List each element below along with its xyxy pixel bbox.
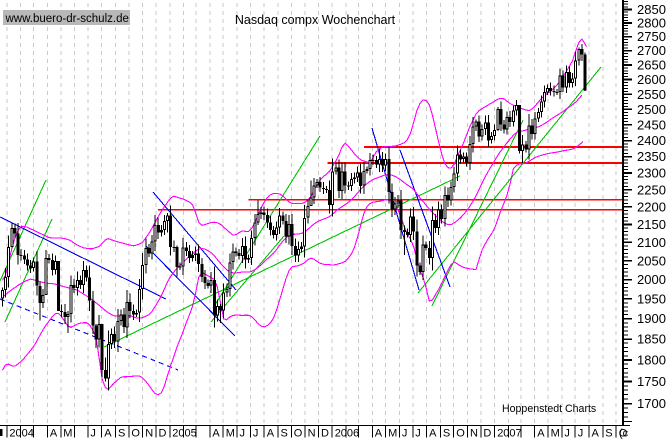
svg-text:2700: 2700 (637, 43, 666, 58)
svg-text:J: J (578, 428, 584, 440)
svg-text:D: D (321, 428, 329, 440)
svg-text:A: A (537, 428, 545, 440)
svg-text:Hoppenstedt Charts: Hoppenstedt Charts (502, 403, 596, 415)
svg-text:J: J (253, 428, 259, 440)
svg-text:N: N (308, 428, 316, 440)
svg-text:A: A (375, 428, 383, 440)
svg-text:J: J (564, 428, 570, 440)
svg-text:2850: 2850 (637, 2, 666, 17)
svg-text:1750: 1750 (637, 374, 666, 389)
svg-text:2450: 2450 (637, 117, 666, 132)
svg-text:2004: 2004 (9, 428, 33, 440)
svg-text:J: J (402, 428, 408, 440)
svg-text:1900: 1900 (637, 311, 666, 326)
svg-text:S: S (605, 428, 612, 440)
svg-text:2300: 2300 (637, 166, 666, 181)
svg-text:2200: 2200 (637, 199, 666, 214)
svg-text:2006: 2006 (335, 428, 359, 440)
svg-text:2500: 2500 (637, 102, 666, 117)
svg-text:2050: 2050 (637, 253, 666, 268)
svg-text:1950: 1950 (637, 291, 666, 306)
svg-text:www.buero-dr-schulz.de: www.buero-dr-schulz.de (5, 13, 129, 25)
svg-text:2350: 2350 (637, 149, 666, 164)
svg-text:1850: 1850 (637, 332, 666, 347)
svg-text:J: J (90, 428, 96, 440)
svg-text:O: O (131, 428, 140, 440)
svg-text:2750: 2750 (637, 29, 666, 44)
svg-text:2005: 2005 (172, 428, 196, 440)
svg-text:J: J (240, 428, 246, 440)
svg-text:O: O (619, 428, 628, 440)
svg-text:M: M (388, 428, 397, 440)
svg-text:A: A (212, 428, 220, 440)
svg-text:M: M (551, 428, 560, 440)
svg-text:2550: 2550 (637, 87, 666, 102)
svg-text:S: S (118, 428, 125, 440)
svg-text:2000: 2000 (637, 272, 666, 287)
svg-text:2400: 2400 (637, 133, 666, 148)
svg-text:2600: 2600 (637, 72, 666, 87)
svg-text:1800: 1800 (637, 353, 666, 368)
svg-text:J: J (415, 428, 421, 440)
svg-text:2250: 2250 (637, 182, 666, 197)
svg-text:A: A (267, 428, 275, 440)
svg-text:2650: 2650 (637, 58, 666, 73)
svg-text:M: M (226, 428, 235, 440)
svg-text:M: M (63, 428, 72, 440)
svg-text:S: S (281, 428, 288, 440)
svg-text:D: D (159, 428, 167, 440)
svg-text:A: A (592, 428, 600, 440)
svg-text:1700: 1700 (637, 396, 666, 411)
svg-text:N: N (470, 428, 478, 440)
svg-text:2100: 2100 (637, 235, 666, 250)
svg-text:N: N (145, 428, 153, 440)
svg-text:S: S (443, 428, 450, 440)
svg-text:Nasdaq compx Wochenchart: Nasdaq compx Wochenchart (235, 13, 396, 27)
svg-text:2007: 2007 (497, 428, 521, 440)
svg-text:O: O (456, 428, 465, 440)
svg-text:2150: 2150 (637, 217, 666, 232)
svg-text:(c: (c (619, 428, 629, 440)
svg-text:A: A (104, 428, 112, 440)
svg-text:2800: 2800 (637, 16, 666, 31)
svg-text:O: O (294, 428, 303, 440)
svg-text:A: A (429, 428, 437, 440)
svg-text:A: A (50, 428, 58, 440)
svg-text:D: D (483, 428, 491, 440)
